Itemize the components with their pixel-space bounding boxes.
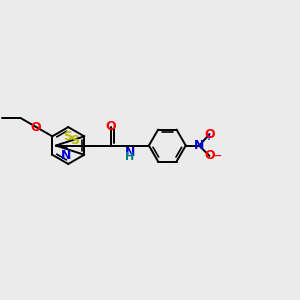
Text: S: S xyxy=(63,130,72,143)
Text: +: + xyxy=(205,132,213,142)
Text: −: − xyxy=(213,151,223,161)
Text: N: N xyxy=(61,148,71,161)
Text: O: O xyxy=(204,149,215,162)
Text: O: O xyxy=(106,120,116,133)
Text: N: N xyxy=(124,146,135,159)
Text: N: N xyxy=(194,139,204,152)
Text: O: O xyxy=(204,128,215,141)
Text: H: H xyxy=(125,152,134,162)
Text: O: O xyxy=(30,121,41,134)
Text: S: S xyxy=(70,134,79,147)
